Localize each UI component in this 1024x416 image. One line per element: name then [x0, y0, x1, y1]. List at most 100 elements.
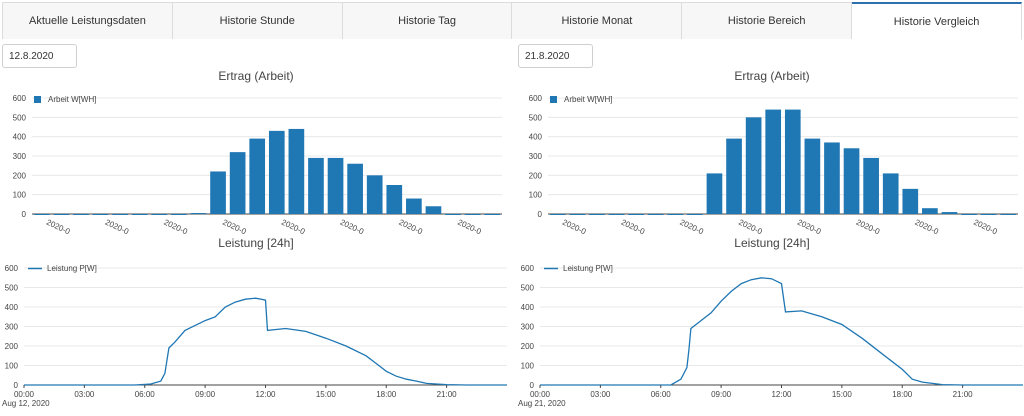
date-label: Aug 12, 2020 [2, 399, 50, 408]
bar [628, 214, 644, 215]
x-tick-label: 2020-0 [855, 218, 882, 236]
compare-panel-right: Ertrag (Arbeit) 0 100 200 300 400 500 600 2020-… [518, 44, 1024, 416]
bar [922, 208, 938, 214]
y-tick-label: 600 [13, 94, 27, 103]
y-tick-label: 200 [521, 342, 535, 351]
x-tick-label: 2020-0 [45, 218, 72, 236]
y-tick-label: 600 [5, 264, 19, 273]
bar [569, 214, 586, 215]
bar [824, 142, 840, 214]
y-tick-label: 400 [13, 133, 27, 142]
bar [366, 175, 383, 214]
legend-label: Leistung P[W] [47, 264, 97, 273]
x-tick-label: 2020-0 [397, 218, 424, 236]
bar [464, 214, 481, 215]
y-tick-label: 400 [5, 303, 19, 312]
y-tick-label: 500 [521, 284, 535, 293]
bar [33, 214, 50, 215]
legend-swatch [34, 96, 41, 103]
compare-panel-left: Ertrag (Arbeit) 0 100 200 300 400 500 600 2020-… [2, 44, 510, 416]
x-tick-label: 2020-0 [913, 218, 940, 236]
bar [151, 214, 168, 215]
bar [726, 138, 742, 214]
tab-historie-bereich[interactable]: Historie Bereich [682, 2, 853, 39]
bar [190, 213, 207, 215]
y-tick-label: 100 [13, 191, 27, 200]
legend-label: Leistung P[W] [563, 264, 613, 273]
x-tick-label: 09:00 [711, 390, 732, 399]
date-input-left[interactable] [2, 44, 77, 68]
y-tick-label: 400 [521, 303, 535, 312]
x-tick-label: 2020-0 [737, 218, 764, 236]
y-tick-label: 300 [529, 152, 543, 161]
legend-swatch [550, 96, 557, 103]
bar [445, 214, 461, 215]
bar-chart-left: 0 100 200 300 400 500 600 2020-0 2020-0 2020-0 202… [13, 94, 502, 236]
line-chart-title: Leistung [24h] [734, 236, 810, 250]
y-tick-label: 300 [521, 323, 535, 332]
bar [425, 206, 442, 214]
x-tick-label: 2020-0 [561, 218, 588, 236]
tab-historie-stunde[interactable]: Historie Stunde [172, 2, 343, 39]
y-tick-label: 200 [529, 171, 543, 180]
series-line [24, 297, 507, 386]
bar [843, 148, 860, 214]
date-input-right[interactable] [518, 44, 593, 68]
bar-chart-right: 0 100 200 300 400 500 600 2020-0 2020-0 2020-0 202… [529, 94, 1018, 236]
y-tick-label: 500 [13, 113, 27, 122]
bar [745, 117, 762, 214]
bar [171, 214, 187, 215]
x-tick-label: 2020-0 [678, 218, 705, 236]
x-tick-label: 2020-0 [280, 218, 307, 236]
x-tick-label: 21:00 [953, 390, 974, 399]
y-tick-label: 200 [13, 171, 27, 180]
x-tick-label: 12:00 [255, 390, 276, 399]
bar [902, 188, 919, 214]
x-tick-label: 15:00 [832, 390, 853, 399]
y-tick-label: 600 [521, 264, 535, 273]
bar [73, 214, 89, 215]
x-tick-label: 06:00 [135, 390, 156, 399]
legend-label: Arbeit W[WH] [48, 95, 96, 104]
bar [980, 214, 997, 215]
bar [406, 198, 422, 214]
bar [706, 173, 723, 214]
y-tick-label: 500 [529, 113, 543, 122]
y-tick-label: 300 [5, 323, 19, 332]
x-tick-label: 2020-0 [104, 218, 131, 236]
bar [647, 214, 664, 215]
tab-historie-monat[interactable]: Historie Monat [512, 2, 683, 39]
series-line [540, 277, 1023, 386]
bar-chart-title: Ertrag (Arbeit) [734, 69, 810, 83]
bar [229, 152, 246, 214]
bar [863, 157, 879, 214]
bar [268, 130, 285, 214]
bar [941, 212, 958, 214]
bar [131, 214, 148, 215]
date-label: Aug 21, 2020 [518, 399, 566, 408]
x-tick-label: 00:00 [530, 390, 551, 399]
bar [112, 214, 128, 215]
tab-historie-tag[interactable]: Historie Tag [342, 2, 513, 39]
x-tick-label: 03:00 [74, 390, 95, 399]
y-tick-label: 0 [22, 210, 27, 219]
y-tick-label: 400 [529, 133, 543, 142]
x-tick-label: 2020-0 [972, 218, 999, 236]
x-tick-label: 21:00 [437, 390, 458, 399]
bar [92, 214, 109, 215]
y-tick-label: 200 [5, 342, 19, 351]
tab-historie-vergleich[interactable]: Historie Vergleich [852, 2, 1022, 40]
bar [249, 138, 266, 214]
y-tick-label: 600 [529, 94, 543, 103]
y-tick-label: 0 [538, 210, 543, 219]
bar [549, 214, 566, 215]
x-tick-label: 2020-0 [620, 218, 647, 236]
bar [608, 214, 625, 215]
bar [804, 138, 821, 214]
bar [308, 157, 324, 214]
bar-chart-title: Ertrag (Arbeit) [218, 69, 294, 83]
line-chart-left: 0 100 200 300 400 500 600 00:00 03:00 06:00 09:00 1… [2, 264, 507, 408]
bar [386, 185, 403, 214]
x-tick-label: 18:00 [892, 390, 913, 399]
tab-aktuelle-leistungsdaten[interactable]: Aktuelle Leistungsdaten [2, 2, 173, 39]
